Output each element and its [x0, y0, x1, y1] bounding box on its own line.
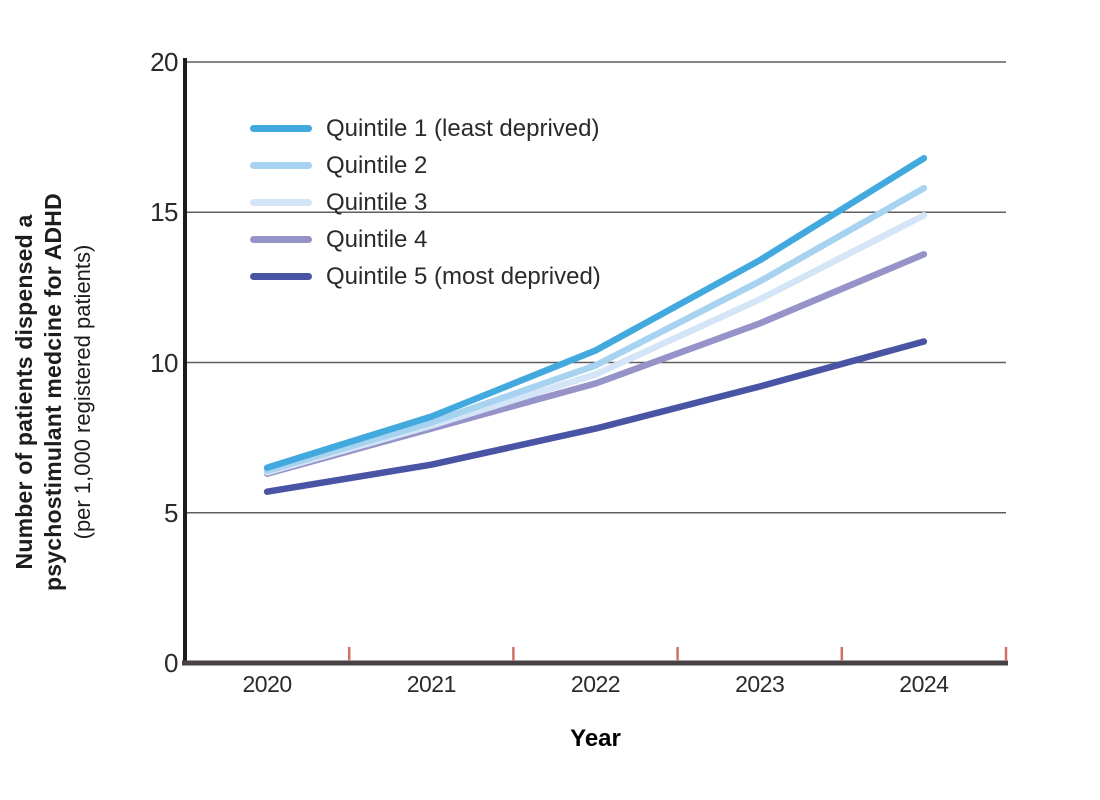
y-axis-title: Number of patients dispensed a psychosti… — [10, 112, 120, 672]
legend-item: Quintile 1 (least deprived) — [250, 110, 601, 147]
y-axis-title-line-2: psychostimulant medcine for ADHD — [40, 193, 66, 591]
x-tick-label-2020: 2020 — [242, 671, 293, 697]
legend-label-quintile-4: Quintile 4 — [326, 225, 428, 253]
y-tick-label-20: 20 — [150, 47, 178, 77]
legend-item: Quintile 4 — [250, 221, 601, 258]
x-tick-label-2024: 2024 — [899, 671, 949, 697]
line-quintile-1-least-deprived — [263, 154, 928, 471]
legend-swatch-quintile-4 — [250, 236, 312, 243]
line-quintile-5-most-deprived — [263, 338, 928, 495]
legend-label-quintile-5: Quintile 5 (most deprived) — [326, 262, 601, 290]
y-tick-label-10: 10 — [150, 347, 178, 378]
legend-swatch-quintile-2 — [250, 162, 312, 169]
x-tick-label-2022: 2022 — [570, 671, 621, 697]
y-tick-label-5: 5 — [164, 497, 178, 528]
legend-swatch-quintile-1 — [250, 125, 312, 132]
gridlines — [185, 61, 1006, 514]
chart-legend: Quintile 1 (least deprived) Quintile 2 Qui… — [250, 110, 601, 295]
y-tick-label-0: 0 — [164, 648, 178, 678]
x-tick-marks — [347, 647, 1008, 661]
data-series-lines — [263, 154, 928, 495]
legend-item: Quintile 3 — [250, 184, 601, 221]
x-axis-title: Year — [570, 725, 621, 752]
legend-swatch-quintile-3 — [250, 199, 312, 206]
legend-item: Quintile 5 (most deprived) — [250, 258, 601, 295]
axes — [182, 58, 1008, 666]
y-tick-label-15: 15 — [150, 197, 178, 228]
legend-item: Quintile 2 — [250, 147, 601, 184]
y-axis-title-subline: (per 1,000 registered patients) — [70, 244, 95, 540]
y-axis-title-line-1: Number of patients dispensed a — [11, 214, 37, 570]
x-tick-label-2023: 2023 — [735, 671, 785, 697]
legend-label-quintile-1: Quintile 1 (least deprived) — [326, 114, 600, 142]
line-quintile-2 — [263, 184, 928, 474]
legend-swatch-quintile-5 — [250, 273, 312, 280]
legend-label-quintile-3: Quintile 3 — [326, 188, 428, 216]
x-tick-label-2021: 2021 — [406, 671, 457, 697]
legend-label-quintile-2: Quintile 2 — [326, 151, 428, 179]
